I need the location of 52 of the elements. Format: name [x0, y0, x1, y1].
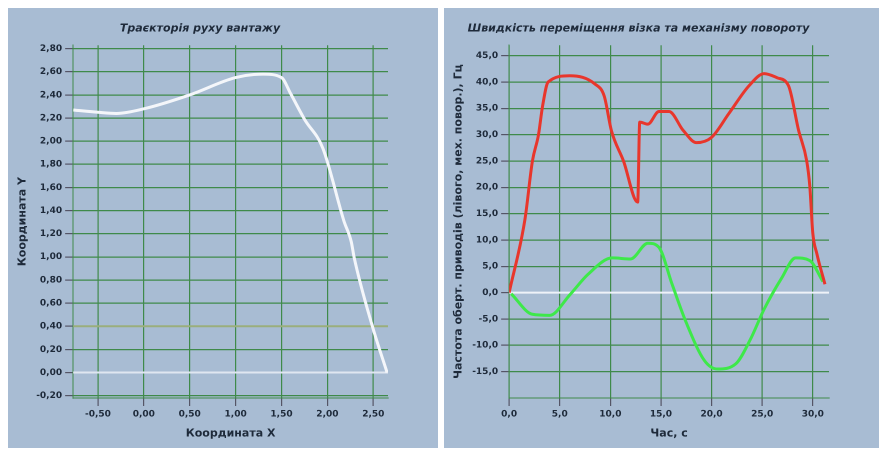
y-tick-label: 1,20 — [40, 229, 62, 240]
y-axis-title: Частота оберт. приводів (лівого, мех. повор.), Гц — [451, 64, 464, 379]
chart-title: Швидкість переміщення візка та механізму повороту — [468, 21, 810, 34]
y-tick-label: 35,0 — [476, 104, 498, 114]
y-tick-label: 2,80 — [40, 44, 62, 54]
x-tick-label: 0,50 — [178, 410, 201, 420]
x-tick-label: -0,50 — [84, 410, 111, 420]
y-tick-label: -0,20 — [36, 391, 62, 402]
y-tick-label: 40,0 — [476, 77, 498, 88]
y-tick-label: -10,0 — [472, 340, 498, 351]
y-tick-label: -15,0 — [472, 367, 498, 378]
x-tick-label: 30,0 — [802, 410, 824, 420]
y-tick-label: 2,00 — [40, 136, 62, 147]
y-tick-label: 20,0 — [476, 182, 498, 193]
line-series — [510, 242, 824, 371]
y-tick-label: 2,60 — [40, 67, 62, 78]
x-tick-label: 2,50 — [362, 410, 384, 420]
y-tick-label: 0,00 — [40, 368, 62, 378]
x-tick-label: 10,0 — [599, 410, 622, 420]
y-tick-label: 30,0 — [476, 130, 498, 140]
x-tick-label: 25,0 — [751, 410, 774, 420]
y-tick-label: 1,40 — [40, 206, 62, 216]
y-tick-label: -5,0 — [478, 314, 498, 324]
y-tick-label: 2,40 — [40, 90, 62, 100]
y-axis-title: Координата Y — [15, 176, 28, 266]
y-tick-label: 5,0 — [482, 262, 498, 272]
y-tick-label: 1,80 — [40, 160, 62, 170]
y-tick-label: 0,0 — [482, 288, 498, 298]
line-series — [73, 72, 388, 374]
x-tick-label: 1,00 — [224, 410, 247, 420]
y-tick-label: 0,40 — [40, 322, 62, 332]
y-tick-label: 15,0 — [476, 209, 498, 220]
y-tick-label: 2,20 — [40, 113, 62, 124]
x-axis-title: Час, с — [650, 426, 688, 440]
x-tick-label: 0,00 — [132, 410, 155, 420]
y-tick-label: 1,60 — [40, 182, 62, 193]
chart-title: Траєкторія руху вантажу — [120, 21, 281, 34]
x-tick-label: 15,0 — [650, 410, 672, 420]
y-tick-label: 0,80 — [40, 275, 62, 286]
y-tick-label: 0,60 — [40, 298, 62, 308]
x-tick-label: 20,0 — [700, 410, 723, 420]
y-tick-label: 1,00 — [40, 252, 62, 262]
line-series — [509, 72, 826, 294]
y-tick-label: 10,0 — [476, 235, 498, 246]
y-tick-label: 45,0 — [476, 51, 498, 62]
x-tick-label: 1,50 — [270, 410, 293, 420]
x-tick-label: 5,0 — [552, 410, 568, 420]
x-tick-label: 2,00 — [316, 410, 339, 420]
x-tick-label: 0,0 — [501, 410, 518, 420]
y-tick-label: 25,0 — [476, 156, 498, 166]
y-tick-label: 0,20 — [40, 344, 62, 355]
x-axis-title: Координата X — [186, 426, 276, 440]
